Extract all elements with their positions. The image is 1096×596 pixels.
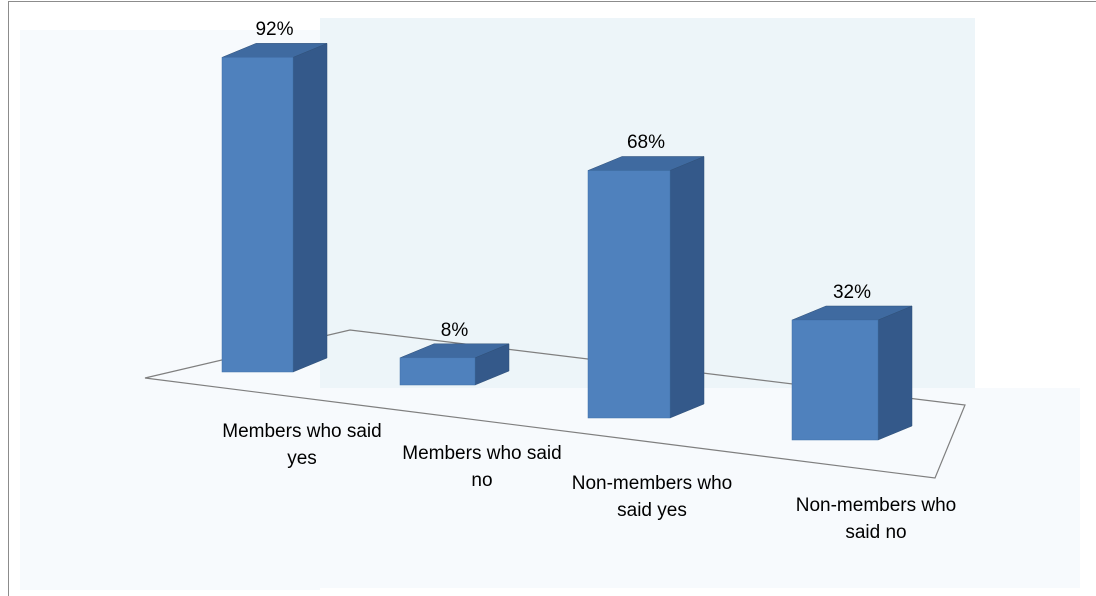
bar: [587, 170, 671, 419]
bar: [221, 57, 294, 373]
value-label: 92%: [255, 19, 294, 41]
value-label: 68%: [626, 132, 666, 154]
x-tick-label: Non-members who said yes: [571, 473, 733, 521]
x-tick-label: Non-members who said no: [795, 495, 957, 543]
value-label: 32%: [832, 282, 872, 303]
bar-side: [292, 42, 328, 373]
bar-side: [877, 305, 913, 441]
x-tick-label: Members who said yes: [222, 421, 382, 469]
bar: [791, 319, 879, 441]
bar: [399, 357, 476, 386]
background-image: [320, 388, 1080, 588]
bar-side: [669, 156, 705, 419]
value-label: 8%: [440, 319, 469, 341]
x-tick-label: Members who said no: [402, 443, 562, 491]
